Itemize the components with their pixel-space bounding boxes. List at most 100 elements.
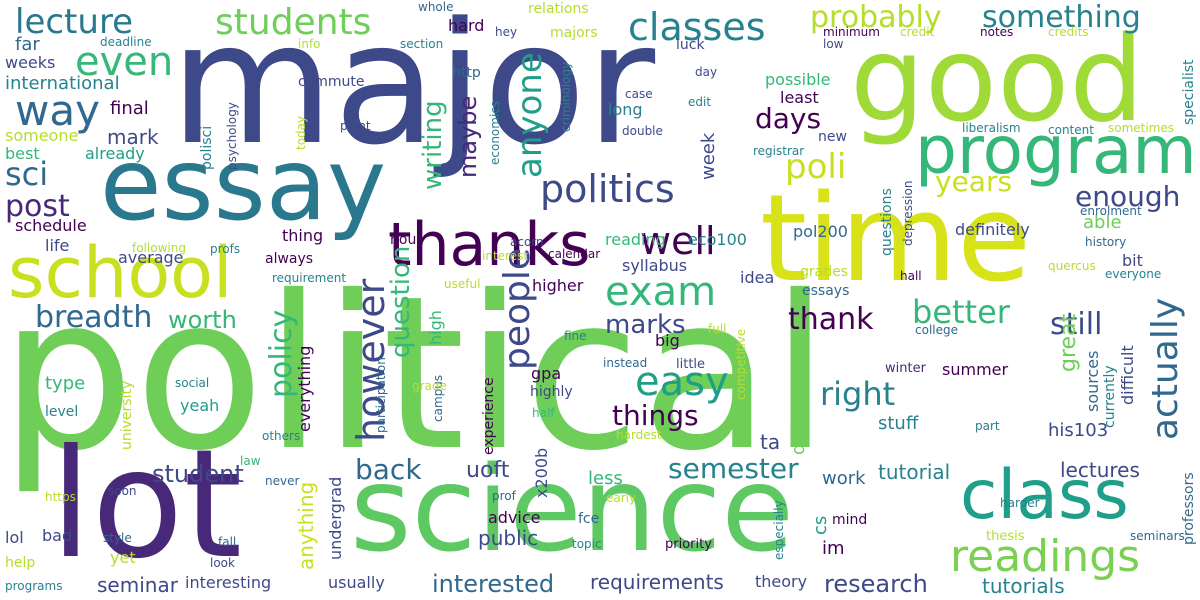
word-classes: classes — [628, 5, 766, 49]
word-hard: hard — [448, 16, 485, 35]
word-long: long — [608, 100, 643, 119]
word-thank: thank — [788, 302, 874, 337]
word-participation: participation — [374, 357, 388, 433]
word-major: major — [170, 0, 656, 182]
word-yeah: yeah — [180, 396, 220, 415]
word-lol: lol — [5, 528, 24, 547]
word-students: students — [215, 2, 372, 43]
word-interesting: interesting — [185, 573, 272, 592]
word-questions: questions — [879, 188, 895, 256]
word-depression: depression — [901, 180, 915, 246]
word-cs: cs — [810, 515, 831, 535]
word-content: content — [1048, 123, 1094, 137]
word-fine: fine — [564, 329, 587, 343]
word-different: different — [788, 378, 809, 455]
word-programs: programs — [5, 579, 63, 593]
word-style: style — [103, 531, 132, 545]
word-minimum: minimum — [823, 25, 880, 39]
word-fce: fce — [578, 511, 600, 527]
word-bad: bad — [42, 526, 73, 545]
word-well: well — [640, 219, 716, 263]
word-years: years — [935, 165, 1013, 198]
word-back: back — [355, 453, 422, 486]
word-profs: profs — [210, 242, 241, 256]
word-theory: theory — [755, 572, 808, 591]
word-things: things — [612, 399, 699, 432]
word-class: class — [960, 456, 1129, 535]
word-never: never — [265, 474, 300, 488]
word-notes: notes — [980, 25, 1014, 39]
word-im: im — [822, 538, 845, 559]
word-uoft: uoft — [466, 458, 510, 483]
word-fall: fall — [218, 535, 237, 549]
word-breadth: breadth — [35, 300, 153, 335]
word-currently: currently — [1102, 365, 1118, 428]
word-good: good — [850, 10, 1145, 148]
word-lecture: lecture — [15, 2, 134, 42]
word-luck: luck — [676, 37, 705, 53]
word-low: low — [823, 37, 844, 51]
word-others: others — [262, 429, 301, 443]
word-sci: sci — [5, 155, 49, 193]
word-early: early — [606, 491, 637, 505]
word-least: least — [780, 88, 819, 107]
word-deadline: deadline — [100, 35, 152, 49]
word-easy: easy — [635, 359, 729, 405]
word-calendar: calendar — [548, 247, 601, 261]
word-soon: soon — [108, 484, 137, 498]
word-international: international — [5, 73, 120, 94]
word-following: following — [132, 241, 186, 255]
word-anything: anything — [294, 481, 318, 570]
word-far: far — [15, 34, 40, 55]
word-new: new — [818, 129, 847, 145]
word-credits: credits — [1048, 25, 1089, 39]
word-maybe: maybe — [454, 95, 482, 178]
word-summer: summer — [942, 360, 1009, 379]
word-double: double — [622, 124, 663, 138]
word-way: way — [15, 86, 100, 135]
word-thanks: thanks — [388, 210, 591, 280]
word-instead: instead — [603, 356, 648, 370]
word-possible: possible — [765, 70, 831, 89]
word-research: research — [824, 570, 928, 598]
word-marks: marks — [605, 310, 686, 340]
word-best: best — [5, 144, 40, 163]
word-interest: interest — [482, 249, 529, 263]
word-x200b: x200b — [532, 447, 551, 498]
word-something: something — [982, 0, 1141, 35]
word-full: full — [708, 322, 727, 336]
word-priority: priority — [665, 537, 712, 552]
word-question: question — [386, 245, 416, 358]
word-topic: topic — [572, 537, 602, 551]
word-credit: credit — [900, 25, 935, 39]
word-usually: usually — [328, 573, 385, 592]
word-thing: thing — [282, 226, 324, 245]
word-anyone: anyone — [510, 52, 550, 178]
word-program: program — [915, 112, 1197, 189]
word-hardest: hardest — [616, 428, 662, 442]
word-tutorial: tutorial — [878, 460, 951, 484]
word-university: university — [119, 380, 135, 450]
word-case: case — [625, 87, 653, 101]
word-economics: economics — [488, 100, 502, 165]
word-whole: whole — [418, 0, 454, 14]
word-enough: enough — [1075, 180, 1181, 213]
word-week: week — [698, 132, 719, 180]
word-prof: prof — [492, 489, 516, 503]
word-look: look — [210, 556, 235, 570]
word-average: average — [118, 248, 184, 267]
word-specialist: specialist — [1181, 59, 1197, 125]
word-able: able — [1083, 212, 1122, 233]
word-commute: commute — [298, 74, 365, 90]
word-seminar: seminar — [97, 573, 178, 597]
word-ta: ta — [760, 430, 781, 454]
word-sometimes: sometimes — [1108, 121, 1175, 135]
word-criminology: criminology — [559, 61, 573, 132]
word-thesis: thesis — [986, 529, 1025, 544]
word-hour: hour — [390, 232, 423, 248]
word-work: work — [822, 468, 866, 489]
word-little: little — [676, 357, 706, 372]
word-lot: lot — [50, 418, 243, 592]
word-essays: essays — [802, 283, 850, 299]
